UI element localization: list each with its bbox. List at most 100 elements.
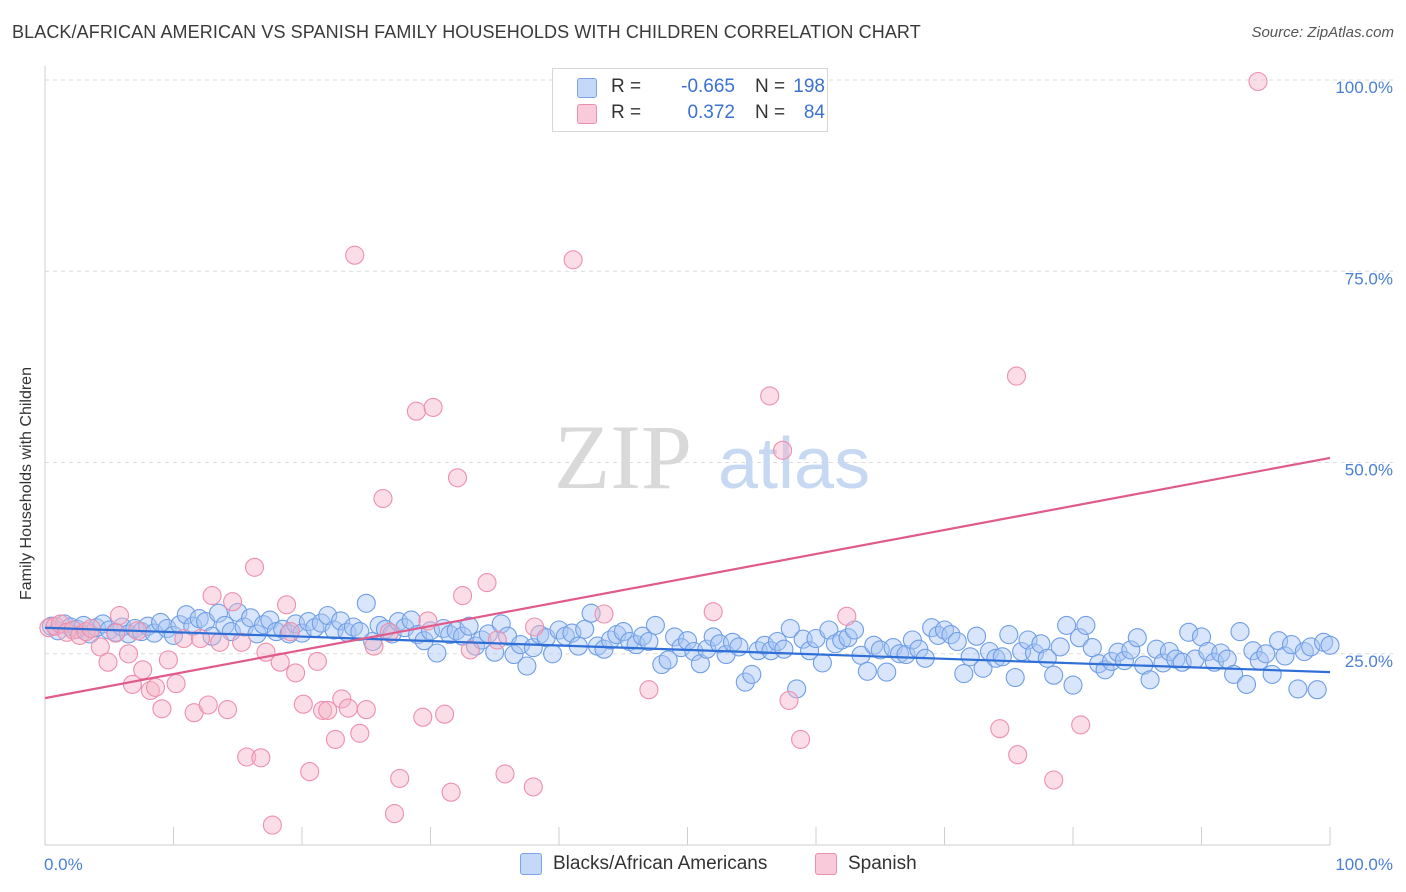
spanish-point [98,652,118,672]
spanish-point [325,729,345,749]
blacks-point [665,627,685,647]
blacks-point [1031,634,1051,654]
blacks-point [1044,665,1064,685]
spanish-point [345,245,365,265]
blacks-point [1307,680,1327,700]
blacks-point [356,593,376,613]
blacks-point [331,611,351,631]
spanish-point [423,397,443,417]
blacks-point [639,631,659,652]
legend-label-spanish: Spanish [848,853,917,874]
spanish-point [441,782,461,802]
blacks-point [1236,674,1257,694]
blacks-point [613,622,633,642]
spanish-point [791,729,811,749]
spanish-point [45,616,65,636]
spanish-point [140,680,160,701]
blacks-point [1121,640,1141,660]
spanish-point [280,622,300,642]
blacks-point [318,605,338,626]
blacks-point [594,639,614,659]
spanish-point [413,707,433,727]
legend-r-value: 0.372 [687,102,735,123]
blacks-point [350,622,370,642]
spanish-point [990,719,1010,739]
x-tick-label: 0.0% [44,855,83,874]
y-tick-label: 100.0% [1335,78,1393,97]
spanish-point [217,700,238,720]
blacks-point [1262,664,1282,684]
spanish-point [837,606,857,626]
blacks-point [960,647,980,667]
watermark-zip: ZIP [554,406,692,508]
blacks-point [632,626,653,646]
legend-n-value: 198 [793,76,825,97]
legend-r-label: R = [611,76,642,97]
blacks-point [427,643,447,663]
spanish-point [145,677,166,697]
spanish-point [244,557,265,577]
spanish-point [262,815,282,835]
blacks-point [774,639,794,659]
tick-labels: 25.0% 50.0% 75.0% 100.0% 0.0% 100.0% [44,78,1393,874]
legend-swatch-blacks [577,78,597,98]
source-label: Source: ZipAtlas.com [1251,24,1394,41]
spanish-point [307,651,327,671]
blacks-point [767,631,787,652]
blacks-point [857,661,877,681]
spanish-point [460,640,480,660]
blacks-point [1005,667,1025,688]
legend-swatch-blacks [520,853,542,875]
blacks-point [1057,615,1077,635]
legend-r-value: -0.665 [681,76,735,97]
spanish-point [563,250,583,270]
series-blacks-points [41,593,1340,700]
spanish-point [198,695,218,715]
blacks-point [742,664,762,684]
blacks-point [504,644,524,665]
spanish-point [1071,715,1091,735]
legend-swatch-spanish [815,853,837,875]
y-tick-label: 75.0% [1345,269,1393,288]
legend-r-label: R = [611,102,642,123]
blacks-point [812,653,832,673]
spanish-point [76,622,96,642]
spanish-point [251,748,271,768]
spanish-point [477,573,497,593]
spanish-point [356,700,376,720]
blacks-point [1204,652,1224,672]
blacks-point [543,644,563,664]
blacks-point [967,626,987,646]
blacks-point [755,635,775,655]
legend-n-label: N = [755,76,786,97]
blacks-point [176,605,196,625]
spanish-point [152,699,172,719]
trend-lines [44,456,1331,700]
blacks-point [144,623,164,643]
legend-item-spanish: Spanish [815,852,935,876]
blacks-point [877,662,897,682]
spanish-point [118,644,139,664]
blacks-point [1063,675,1083,695]
blacks-point [896,644,916,665]
chart-title: BLACK/AFRICAN AMERICAN VS SPANISH FAMILY… [12,22,921,42]
spanish-point [300,762,320,782]
spanish-point [1248,71,1268,92]
blacks-point [1140,670,1160,690]
blacks-point [1256,644,1276,664]
series-spanish-points [39,71,1268,835]
spanish-point [313,700,333,720]
blacks-point [787,679,807,699]
spanish-point [174,628,194,649]
blacks-point [1179,622,1199,642]
blacks-point [1159,641,1179,662]
blacks-point [1069,628,1089,648]
spanish-point [106,623,126,643]
blacks-point [575,619,595,639]
spanish-point [277,595,297,615]
blacks-point [1288,679,1308,699]
blacks-point [459,616,479,636]
legend-item-blacks: Blacks/African Americans [520,852,800,876]
blacks-point [780,618,800,639]
